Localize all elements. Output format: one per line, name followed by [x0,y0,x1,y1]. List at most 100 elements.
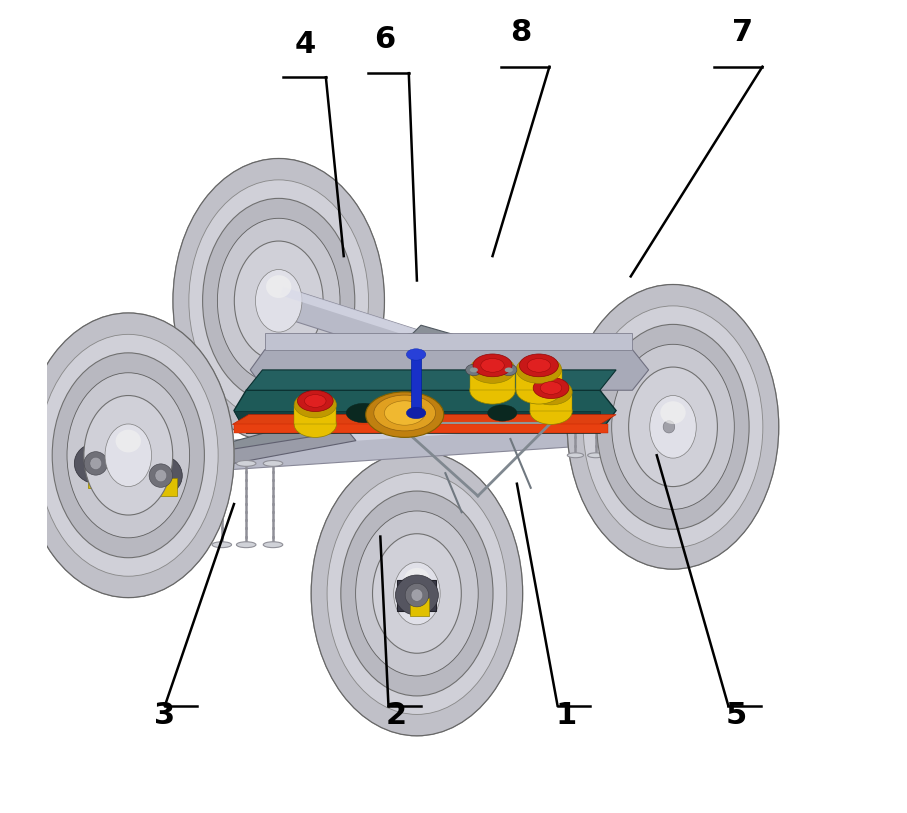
Ellipse shape [266,276,291,298]
Ellipse shape [311,451,522,736]
Ellipse shape [263,541,283,548]
Ellipse shape [67,372,190,538]
Ellipse shape [465,364,482,376]
Bar [89,470,108,488]
Text: 6: 6 [374,24,395,54]
Ellipse shape [237,541,256,548]
Ellipse shape [234,241,323,361]
Ellipse shape [541,381,561,394]
Polygon shape [280,287,678,421]
Ellipse shape [481,359,504,372]
Text: 4: 4 [295,30,317,59]
Ellipse shape [663,420,675,433]
Ellipse shape [305,394,326,407]
Ellipse shape [341,491,493,696]
Text: 5: 5 [726,701,747,730]
Ellipse shape [311,451,522,736]
Ellipse shape [530,398,572,424]
Ellipse shape [648,406,690,447]
Bar [141,460,180,491]
Ellipse shape [74,443,117,484]
Ellipse shape [366,392,444,437]
Ellipse shape [516,356,561,384]
Ellipse shape [470,356,515,384]
Ellipse shape [294,392,336,418]
Ellipse shape [588,380,604,385]
Ellipse shape [155,469,167,482]
Ellipse shape [188,541,207,548]
Ellipse shape [346,403,382,423]
Ellipse shape [470,367,478,372]
Ellipse shape [520,354,559,376]
Ellipse shape [406,407,426,419]
Ellipse shape [202,198,355,403]
Ellipse shape [527,359,551,372]
Bar [234,424,608,433]
Ellipse shape [516,376,561,404]
Ellipse shape [649,396,697,459]
Ellipse shape [374,395,435,431]
Polygon shape [127,431,356,485]
Bar [397,580,436,611]
Ellipse shape [406,349,426,360]
Ellipse shape [297,390,333,411]
Ellipse shape [473,354,512,376]
Polygon shape [104,465,198,484]
Polygon shape [232,415,616,424]
Ellipse shape [105,424,151,486]
Text: 3: 3 [154,701,175,730]
Ellipse shape [356,511,478,676]
Ellipse shape [629,367,717,486]
Polygon shape [234,390,616,433]
Text: 8: 8 [511,18,532,47]
Ellipse shape [394,563,440,624]
Ellipse shape [567,453,583,458]
Ellipse shape [567,380,583,385]
Ellipse shape [385,401,425,425]
Polygon shape [127,418,569,476]
Ellipse shape [84,396,172,515]
Ellipse shape [405,567,430,590]
Polygon shape [265,333,632,350]
Ellipse shape [90,457,102,470]
Ellipse shape [212,460,231,467]
Ellipse shape [583,306,763,548]
Ellipse shape [488,405,517,421]
Ellipse shape [149,464,172,487]
Polygon shape [144,484,191,504]
Ellipse shape [588,453,604,458]
Ellipse shape [597,324,749,529]
Polygon shape [470,369,515,390]
Ellipse shape [140,455,182,496]
Bar [411,354,421,413]
Ellipse shape [189,180,368,422]
Ellipse shape [218,219,340,384]
Bar [410,598,429,616]
Polygon shape [262,370,555,390]
Polygon shape [250,350,649,390]
Ellipse shape [567,285,779,569]
Ellipse shape [294,411,336,437]
Polygon shape [108,481,190,524]
Ellipse shape [173,159,385,443]
Ellipse shape [411,589,423,602]
Ellipse shape [327,472,507,715]
Polygon shape [246,370,616,390]
Polygon shape [274,287,678,441]
Ellipse shape [658,415,680,438]
Ellipse shape [256,270,302,332]
Bar [649,411,688,442]
Ellipse shape [504,367,512,372]
Ellipse shape [373,534,462,654]
Ellipse shape [530,379,572,405]
Ellipse shape [660,402,686,424]
Bar [158,478,177,496]
Ellipse shape [84,452,108,475]
Ellipse shape [567,285,779,569]
Polygon shape [234,411,600,433]
Polygon shape [294,405,336,424]
Ellipse shape [188,460,207,467]
Text: 7: 7 [732,18,753,47]
Ellipse shape [173,159,385,443]
Text: 1: 1 [555,701,576,730]
